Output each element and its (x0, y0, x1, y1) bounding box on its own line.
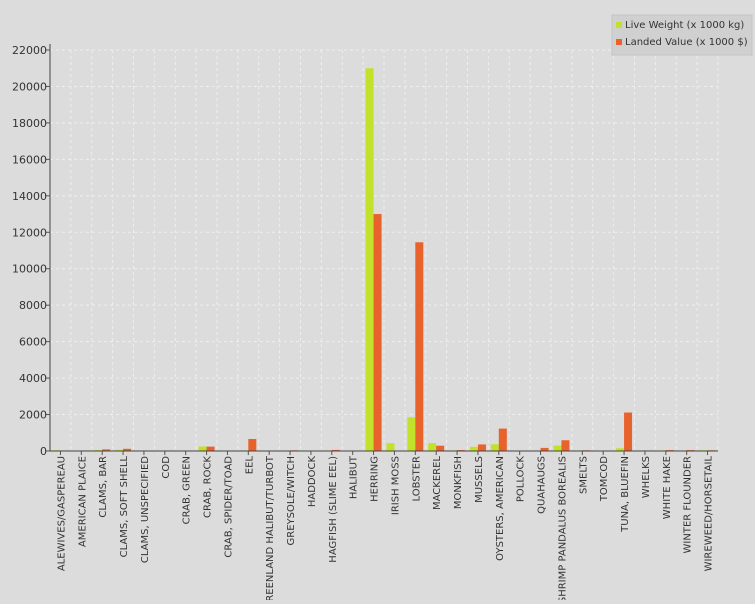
bar-landed-value (248, 439, 256, 451)
x-tick-label: HADDOCK (307, 456, 318, 508)
x-tick-label: COD (161, 456, 172, 479)
legend-label-live-weight: Live Weight (x 1000 kg) (625, 20, 744, 31)
x-tick-label: TUNA, BLUEFIN (620, 456, 631, 533)
x-tick-label: WIREWEED/HORSETAIL (704, 456, 715, 572)
bar-landed-value (478, 444, 486, 451)
bar-live-weight (553, 446, 561, 451)
bar-landed-value (499, 429, 507, 451)
x-tick-label: GREENLAND HALIBUT/TURBOT (265, 455, 276, 600)
x-tick-label: MUSSELS (474, 456, 485, 503)
bar-landed-value (374, 214, 382, 451)
bar-landed-value (561, 440, 569, 451)
x-tick-label: IRISH MOSS (390, 456, 401, 515)
x-tick-label: SHRIMP PANDALUS BOREALIS (557, 456, 568, 600)
y-tick-label: 20000 (12, 80, 47, 93)
y-tick-label: 14000 (12, 190, 47, 203)
x-tick-label: QUAHAUGS (537, 456, 548, 514)
bar-live-weight (428, 443, 436, 451)
y-tick-label: 22000 (12, 44, 47, 57)
x-tick-label: HERRING (370, 456, 381, 502)
x-tick-label: CLAMS, BAR (98, 456, 109, 518)
x-tick-label: WINTER FLOUNDER (683, 456, 694, 554)
bar-landed-value (624, 413, 632, 451)
bar-live-weight (470, 447, 478, 451)
x-tick-label: AMERICAN PLAICE (77, 456, 88, 547)
x-tick-label: HALIBUT (349, 455, 360, 499)
x-tick-label: POLLOCK (516, 456, 527, 503)
x-tick-label: CLAMS, SOFT SHELL (119, 456, 130, 558)
bar-live-weight (407, 417, 415, 451)
x-tick-label: TOMCOD (599, 456, 610, 502)
x-tick-label: CRAB, ROCK (203, 456, 214, 518)
x-tick-label: HAGFISH (SLIME EEL) (328, 456, 339, 563)
y-tick-label: 4000 (19, 372, 47, 385)
bar-landed-value (415, 242, 423, 451)
y-tick-label: 6000 (19, 336, 47, 349)
y-tick-label: 8000 (19, 299, 47, 312)
y-tick-label: 16000 (12, 153, 47, 166)
x-tick-label: EEL (244, 456, 255, 475)
x-tick-label: MONKFISH (453, 456, 464, 509)
x-tick-label: SMELTS (578, 456, 589, 494)
x-tick-label: MACKEREL (432, 456, 443, 510)
legend: Live Weight (x 1000 kg) Landed Value (x 1… (612, 15, 752, 55)
x-tick-label: WHELKS (641, 456, 652, 498)
x-tick-label: CRAB, SPIDER/TOAD (223, 456, 234, 558)
bar-live-weight (491, 444, 499, 451)
y-tick-label: 18000 (12, 117, 47, 130)
legend-swatch-live-weight (616, 22, 622, 28)
legend-label-landed-value: Landed Value (x 1000 $) (625, 37, 748, 48)
y-tick-label: 2000 (19, 409, 47, 422)
legend-swatch-landed-value (616, 39, 622, 45)
bar-live-weight (199, 446, 207, 451)
x-tick-label: OYSTERS, AMERICAN (495, 456, 506, 561)
x-tick-label: GREYSOLE/WITCH (286, 456, 297, 545)
y-tick-label: 0 (40, 445, 47, 458)
bar-live-weight (366, 68, 374, 451)
x-tick-label: ALEWIVES/GASPEREAU (56, 456, 67, 571)
x-tick-label: CLAMS, UNSPECIFIED (140, 456, 151, 563)
x-tick-label: LOBSTER (411, 456, 422, 502)
y-tick-label: 12000 (12, 226, 47, 239)
bar-landed-value (207, 447, 215, 451)
bar-live-weight (386, 443, 394, 451)
y-tick-label: 10000 (12, 263, 47, 276)
x-tick-label: WHITE HAKE (662, 456, 673, 519)
x-tick-label: CRAB, GREEN (182, 456, 193, 524)
bar-landed-value (436, 446, 444, 451)
